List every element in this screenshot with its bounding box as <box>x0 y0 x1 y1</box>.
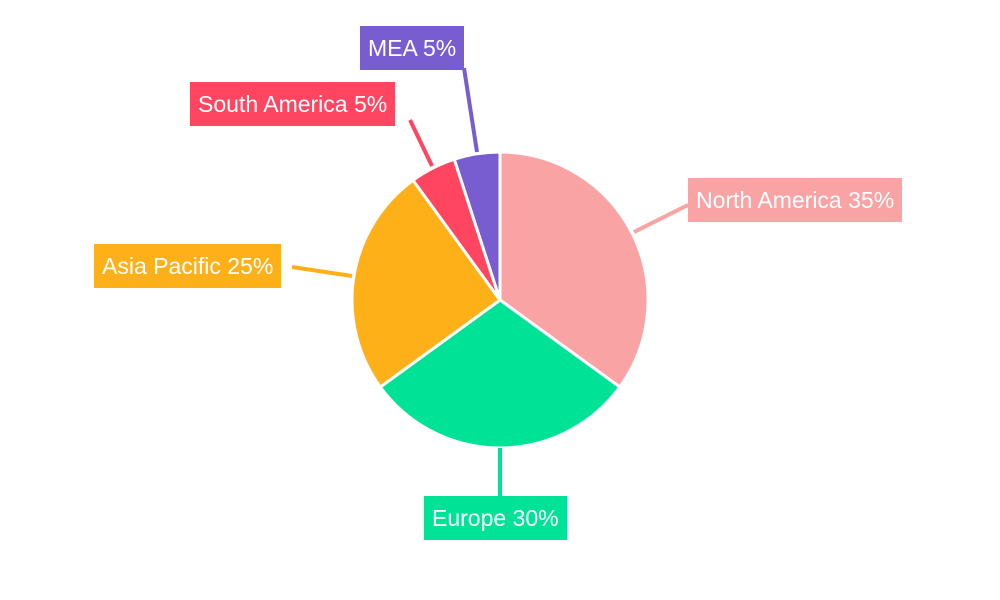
leader-line <box>462 67 479 153</box>
pie-slice-mea[interactable] <box>452 150 502 301</box>
pie-slice-north-america[interactable] <box>498 150 650 390</box>
slice-label: MEA 5% <box>360 26 465 70</box>
pie-slice-europe[interactable] <box>378 298 622 450</box>
leader-line <box>633 203 689 234</box>
slice-label: Asia Pacific 25% <box>94 244 282 288</box>
slice-label: Europe 30% <box>424 496 567 540</box>
slice-label: North America 35% <box>688 178 903 222</box>
leader-line <box>408 119 434 167</box>
leader-line <box>291 265 353 278</box>
pie-slice-asia-pacific[interactable] <box>350 178 503 390</box>
slice-label: South America 5% <box>190 82 396 126</box>
